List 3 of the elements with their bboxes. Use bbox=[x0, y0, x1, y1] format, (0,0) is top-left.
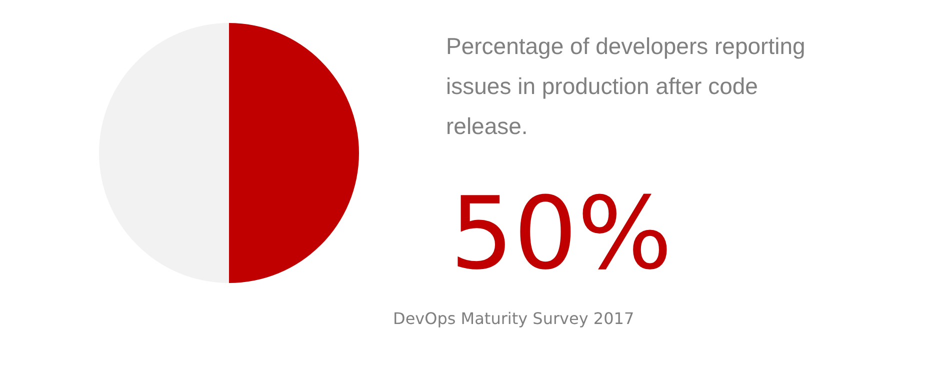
data-label: 50% bbox=[450, 175, 672, 292]
text: Percentage of developers reporting issues in production after code release. bbox=[446, 32, 806, 141]
text: DevOps Maturity Survey 2017 bbox=[393, 309, 634, 328]
